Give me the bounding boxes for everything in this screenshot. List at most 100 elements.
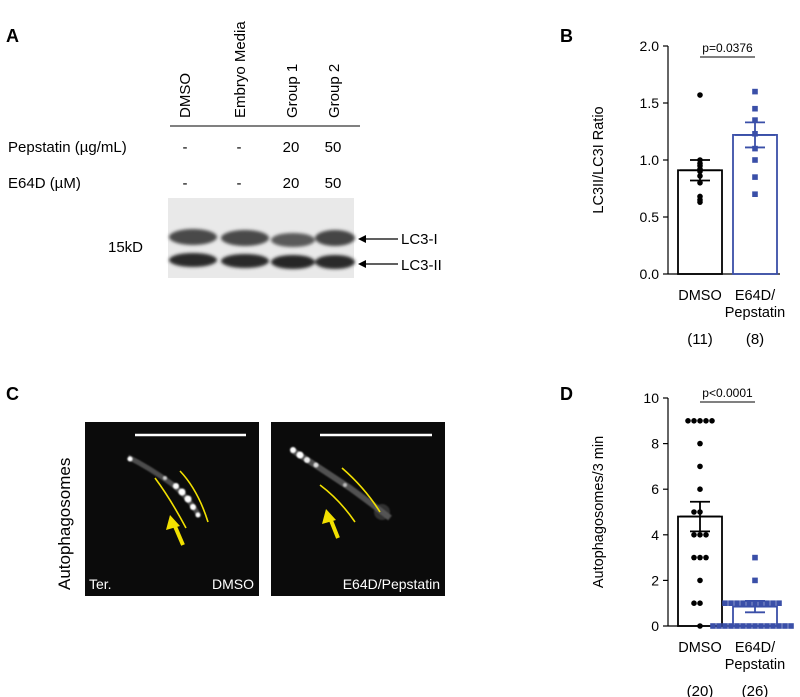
axon-outline-right bbox=[179, 470, 209, 523]
bar bbox=[732, 134, 778, 275]
data-point bbox=[752, 174, 758, 180]
data-point bbox=[752, 623, 758, 629]
row-e64d-value: - bbox=[237, 175, 242, 192]
lane-label-group-1: Group 1 bbox=[284, 64, 301, 118]
image-condition-label: E64D/Pepstatin bbox=[343, 576, 440, 592]
data-point bbox=[728, 600, 734, 606]
lc3i-arrowhead bbox=[358, 235, 366, 243]
y-axis-label: LC3II/LC3I Ratio bbox=[591, 106, 607, 213]
row-e64d-value: 50 bbox=[325, 175, 342, 192]
data-point bbox=[722, 600, 728, 606]
molecular-weight-marker: 15kD bbox=[108, 239, 143, 256]
data-point bbox=[697, 577, 703, 584]
lane-label-dmso: DMSO bbox=[177, 73, 194, 118]
data-point bbox=[697, 623, 703, 629]
y-tick-label: 4 bbox=[651, 527, 659, 543]
micrograph-background bbox=[271, 422, 445, 596]
data-point bbox=[752, 145, 758, 152]
data-point bbox=[697, 418, 703, 424]
data-point bbox=[697, 463, 703, 470]
x-tick-label: DMSO bbox=[678, 640, 722, 656]
panel-c-letter: C bbox=[6, 384, 19, 404]
data-point bbox=[764, 600, 770, 606]
data-point bbox=[740, 600, 746, 606]
row-e64d-value: 20 bbox=[283, 175, 300, 192]
row-pepstatin-value: - bbox=[237, 139, 242, 156]
data-point bbox=[691, 418, 697, 424]
micrograph-background bbox=[85, 422, 259, 596]
y-tick-label: 0 bbox=[651, 618, 659, 634]
image-condition-label: DMSO bbox=[212, 576, 254, 592]
y-tick-label: 0.5 bbox=[640, 209, 660, 225]
blot-bands bbox=[169, 229, 355, 269]
sample-size-label: (8) bbox=[746, 331, 764, 348]
band-label-lc3i: LC3-I bbox=[401, 231, 438, 248]
data-point bbox=[776, 600, 782, 606]
y-tick-label: 2 bbox=[651, 572, 659, 588]
data-point bbox=[697, 486, 703, 493]
panel-letter: B bbox=[560, 26, 573, 46]
data-point bbox=[691, 509, 697, 515]
y-tick-label: 1.5 bbox=[640, 95, 660, 111]
data-point bbox=[722, 623, 728, 629]
data-point bbox=[709, 418, 715, 424]
arrow-shaft bbox=[172, 523, 185, 546]
data-point bbox=[734, 623, 740, 629]
data-point bbox=[697, 532, 703, 538]
data-point bbox=[770, 600, 776, 606]
data-point bbox=[703, 554, 709, 561]
data-point bbox=[758, 600, 764, 606]
micrograph-dmso: Ter. DMSO bbox=[85, 422, 259, 596]
row-pepstatin-value: 50 bbox=[325, 139, 342, 156]
data-point bbox=[697, 554, 703, 561]
x-tick-label: Pepstatin bbox=[725, 305, 785, 321]
sample-size-label: (20) bbox=[687, 683, 714, 697]
band-label-lc3ii: LC3-II bbox=[401, 257, 442, 274]
micrograph-e64d-pepstatin: E64D/Pepstatin bbox=[271, 422, 445, 596]
row-pepstatin-value: - bbox=[183, 139, 188, 156]
data-point bbox=[691, 532, 697, 538]
x-tick-label: E64D/ bbox=[735, 640, 776, 656]
data-point bbox=[752, 191, 758, 197]
data-point bbox=[752, 577, 758, 584]
data-point bbox=[764, 623, 770, 629]
x-tick-label: DMSO bbox=[678, 288, 722, 304]
data-point bbox=[752, 157, 758, 163]
neurite-signal bbox=[126, 454, 201, 518]
y-axis-label: Autophagosomes/3 min bbox=[591, 436, 607, 588]
row-e64d-value: - bbox=[183, 175, 188, 192]
data-point bbox=[703, 532, 709, 538]
data-point bbox=[746, 600, 752, 606]
y-tick-label: 10 bbox=[643, 390, 659, 406]
panel-d-chart: D 0 2 4 6 8 10 Autophagosomes/3 min DMSO (20) E64D… bbox=[560, 384, 794, 697]
row-label-e64d: E64D (µM) bbox=[8, 175, 81, 192]
data-point bbox=[697, 199, 703, 205]
data-point bbox=[734, 600, 740, 606]
data-point bbox=[716, 623, 722, 629]
sample-size-label: (11) bbox=[687, 331, 713, 348]
data-point bbox=[697, 440, 703, 447]
y-tick-label: 1.0 bbox=[640, 152, 660, 168]
data-point bbox=[691, 600, 697, 606]
data-point bbox=[770, 623, 776, 629]
image-corner-label: Ter. bbox=[89, 576, 112, 592]
panel-b-chart: B 0.0 0.5 1.0 1.5 2.0 LC3II/LC3I Ratio DMSO (11)… bbox=[560, 26, 785, 348]
panel-letter: D bbox=[560, 384, 573, 404]
lane-label-group-2: Group 2 bbox=[326, 64, 343, 118]
axon-outline-right bbox=[341, 467, 381, 513]
x-tick-label: Pepstatin bbox=[725, 657, 785, 673]
data-point bbox=[691, 554, 697, 561]
x-tick-label: E64D/ bbox=[735, 288, 776, 304]
western-blot bbox=[168, 198, 355, 278]
data-point bbox=[752, 88, 758, 95]
data-point bbox=[728, 623, 734, 629]
y-tick-label: 2.0 bbox=[640, 38, 660, 54]
data-point bbox=[740, 623, 746, 629]
data-point bbox=[788, 623, 794, 629]
sample-size-label: (26) bbox=[742, 683, 769, 697]
p-value-annotation: p<0.0001 bbox=[702, 386, 753, 400]
axon-outline-left bbox=[154, 477, 187, 529]
image-side-label: Autophagosomes bbox=[55, 458, 74, 590]
panel-a-letter: A bbox=[6, 26, 19, 46]
